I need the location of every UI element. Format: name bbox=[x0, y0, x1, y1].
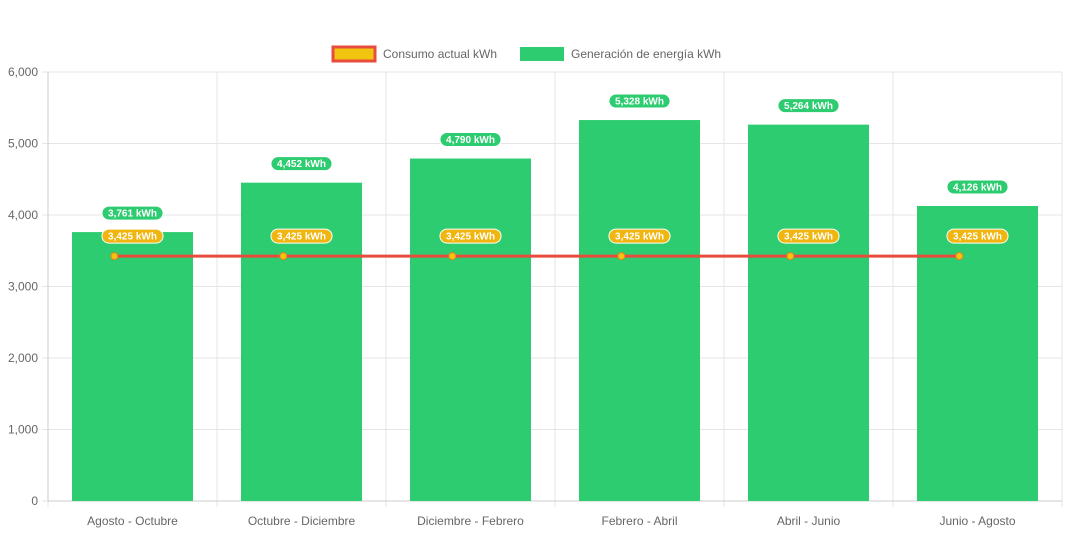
generation-data-label: 4,452 kWh bbox=[277, 159, 326, 170]
consumption-data-label-bg bbox=[270, 228, 333, 244]
x-tick-label: Junio - Agosto bbox=[939, 514, 1015, 528]
x-tick-label: Abril - Junio bbox=[777, 514, 841, 528]
legend-label-consumption: Consumo actual kWh bbox=[383, 47, 497, 61]
consumption-data-label-bg bbox=[777, 228, 840, 244]
consumption-data-label-bg bbox=[946, 228, 1009, 244]
generation-bar bbox=[917, 205, 1038, 501]
generation-data-label: 5,328 kWh bbox=[615, 97, 664, 108]
y-tick-label: 0 bbox=[31, 494, 38, 508]
consumption-data-label-bg bbox=[439, 228, 502, 244]
consumption-data-label: 3,425 kWh bbox=[108, 232, 157, 243]
consumption-point bbox=[955, 252, 964, 261]
consumption-data-label: 3,425 kWh bbox=[953, 232, 1002, 243]
consumption-point bbox=[448, 252, 457, 261]
generation-bar bbox=[72, 232, 193, 501]
generation-data-label: 4,126 kWh bbox=[953, 182, 1002, 193]
consumption-data-label: 3,425 kWh bbox=[446, 232, 495, 243]
x-tick-label: Diciembre - Febrero bbox=[417, 514, 524, 528]
grid-lines bbox=[42, 71, 1063, 507]
consumption-data-label-bg bbox=[101, 228, 164, 244]
y-tick-label: 6,000 bbox=[8, 65, 38, 79]
axes: 0 1,000 2,000 3,000 4,000 5,000 6,000 Agosto - … bbox=[8, 65, 1062, 528]
x-tick-label: Febrero - Abril bbox=[601, 514, 677, 528]
generation-data-label: 4,790 kWh bbox=[446, 135, 495, 146]
legend-swatch-generation bbox=[520, 47, 564, 61]
bar-series bbox=[72, 120, 1038, 502]
legend-label-generation: Generación de energía kWh bbox=[571, 47, 721, 61]
consumption-data-label: 3,425 kWh bbox=[615, 232, 664, 243]
consumption-data-label: 3,425 kWh bbox=[784, 232, 833, 243]
generation-data-label-bg bbox=[439, 132, 502, 148]
generation-data-label-bg bbox=[270, 156, 333, 172]
generation-bar bbox=[748, 124, 869, 502]
line-series bbox=[110, 252, 964, 261]
consumption-data-label: 3,425 kWh bbox=[277, 232, 326, 243]
generation-data-label-bg bbox=[946, 179, 1009, 195]
y-tick-label: 4,000 bbox=[8, 208, 38, 222]
y-tick-label: 3,000 bbox=[8, 280, 38, 294]
generation-data-label-bg bbox=[101, 205, 164, 221]
consumption-point bbox=[279, 252, 288, 261]
generation-data-label-bg bbox=[608, 93, 671, 109]
consumption-point bbox=[617, 252, 626, 261]
generation-data-label: 5,264 kWh bbox=[784, 101, 833, 112]
legend-swatch-consumption bbox=[331, 45, 377, 63]
data-labels: 3,761 kWh 4,452 kWh 4,790 kWh 5,328 kWh 5,26… bbox=[101, 93, 1009, 244]
y-tick-label: 2,000 bbox=[8, 351, 38, 365]
generation-data-label: 3,761 kWh bbox=[108, 209, 157, 220]
x-tick-label: Octubre - Diciembre bbox=[248, 514, 356, 528]
consumption-point bbox=[786, 252, 795, 261]
consumption-point bbox=[110, 252, 119, 261]
y-tick-label: 1,000 bbox=[8, 423, 38, 437]
generation-bar bbox=[579, 120, 700, 501]
generation-bar bbox=[410, 158, 531, 501]
generation-data-label-bg bbox=[777, 98, 840, 114]
consumption-data-label-bg bbox=[608, 228, 671, 244]
legend: Consumo actual kWh Generación de energía … bbox=[331, 45, 721, 63]
x-tick-label: Agosto - Octubre bbox=[87, 514, 178, 528]
y-tick-label: 5,000 bbox=[8, 137, 38, 151]
